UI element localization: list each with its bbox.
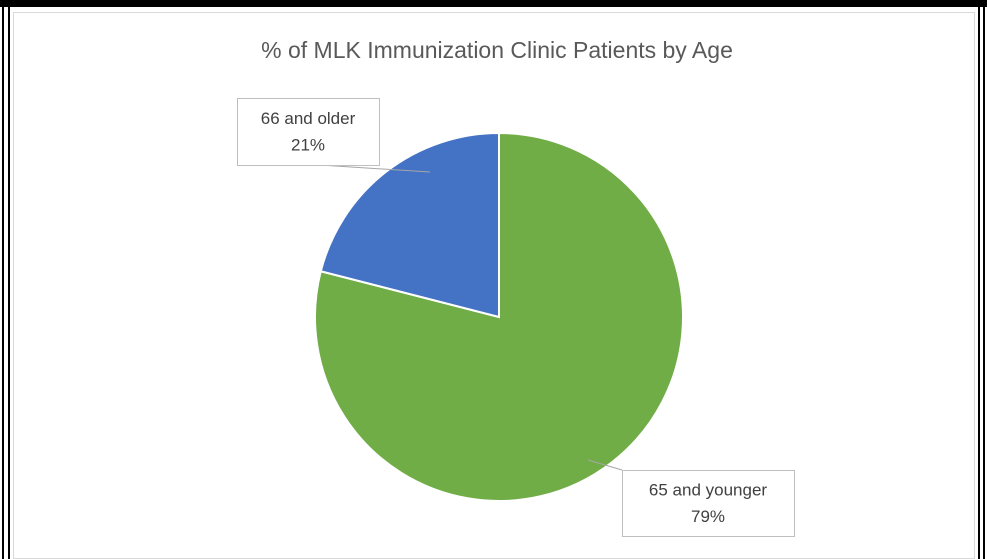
- top-border: [0, 0, 987, 7]
- right-border: [983, 7, 985, 559]
- data-label-category: 65 and younger: [649, 481, 767, 500]
- data-label-box: [622, 470, 795, 537]
- pie-slice: [314, 131, 684, 502]
- chart-title: % of MLK Immunization Clinic Patients by…: [261, 37, 733, 63]
- left-border: [8, 7, 10, 559]
- data-label-box: [237, 98, 380, 166]
- left-border: [2, 7, 4, 559]
- data-label-category: 66 and older: [261, 109, 356, 128]
- leader-line: [587, 459, 623, 471]
- data-label-value: 21%: [291, 136, 325, 155]
- leader-line: [319, 164, 431, 173]
- pie-slice: [319, 131, 500, 319]
- right-border: [978, 7, 980, 559]
- data-label-value: 79%: [691, 507, 725, 526]
